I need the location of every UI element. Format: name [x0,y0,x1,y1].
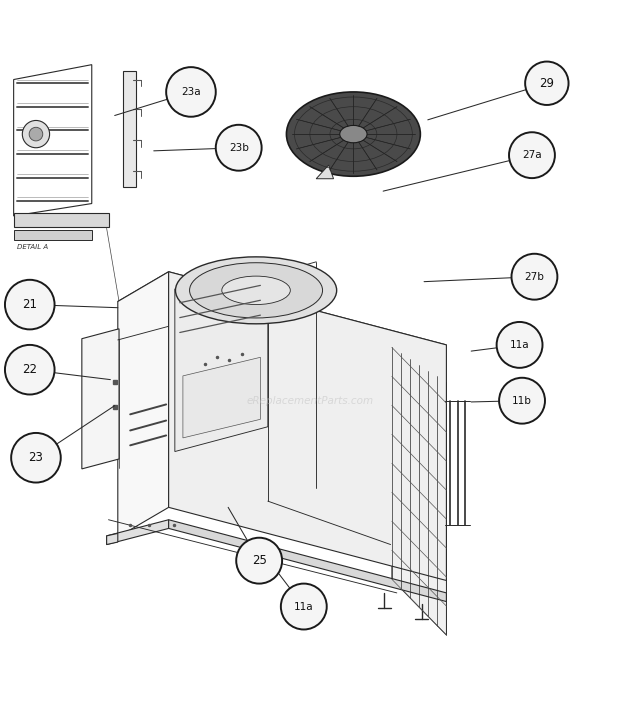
Ellipse shape [222,276,290,305]
Text: 11a: 11a [510,340,529,350]
Circle shape [499,378,545,424]
Polygon shape [118,272,169,537]
Ellipse shape [190,262,322,318]
Circle shape [497,322,542,368]
Circle shape [216,125,262,171]
Polygon shape [118,272,446,374]
Circle shape [236,538,282,584]
Polygon shape [185,270,324,311]
Ellipse shape [175,257,337,324]
Polygon shape [123,71,136,187]
Text: DETAIL A: DETAIL A [17,244,48,250]
Polygon shape [82,329,119,469]
Ellipse shape [340,126,367,142]
Polygon shape [107,520,169,545]
Polygon shape [107,534,118,545]
Polygon shape [183,357,260,438]
Text: 23a: 23a [181,87,201,97]
Polygon shape [14,230,92,239]
Polygon shape [175,265,268,451]
Text: 25: 25 [252,554,267,567]
Circle shape [525,62,569,105]
Text: 11a: 11a [294,601,314,611]
Text: 29: 29 [539,77,554,89]
Circle shape [512,254,557,300]
Text: eReplacementParts.com: eReplacementParts.com [246,395,374,406]
Text: 23b: 23b [229,142,249,153]
Circle shape [5,280,55,329]
Text: 27a: 27a [522,150,542,160]
Circle shape [11,433,61,483]
Circle shape [166,67,216,117]
Ellipse shape [286,92,420,176]
Circle shape [281,584,327,630]
Circle shape [509,132,555,178]
Text: 22: 22 [22,364,37,376]
Polygon shape [316,165,334,179]
Circle shape [22,121,50,148]
Polygon shape [169,520,446,601]
Circle shape [29,127,43,141]
Text: 27b: 27b [525,272,544,281]
Text: 21: 21 [22,298,37,311]
Circle shape [5,345,55,395]
Polygon shape [392,348,446,635]
Polygon shape [169,272,446,580]
Text: 11b: 11b [512,395,532,406]
Text: 23: 23 [29,451,43,465]
Polygon shape [14,214,108,227]
